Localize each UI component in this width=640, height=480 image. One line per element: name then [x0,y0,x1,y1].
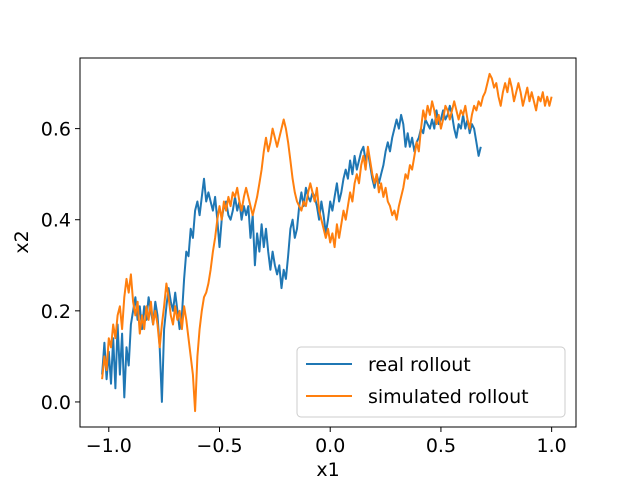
x-tick-label: 0.0 [315,435,345,457]
series-line-real-rollout [101,104,482,403]
y-tick-label: 0.0 [41,392,71,414]
y-tick-label: 0.6 [41,119,71,141]
series-lines [101,72,553,413]
x-tick-label: −0.5 [196,435,242,457]
x-axis-ticks: −1.0 −0.5 0.0 0.5 1.0 [86,427,567,457]
y-axis-label: x2 [11,230,33,253]
plot-frame [79,57,577,428]
x-tick-label: −1.0 [86,435,132,457]
y-tick-label: 0.4 [41,210,71,232]
x-tick-label: 1.0 [537,435,567,457]
y-axis-ticks: 0.0 0.2 0.4 0.6 [41,119,80,414]
legend-label-simulated-rollout: simulated rollout [368,386,529,408]
x-tick-label: 0.5 [426,435,456,457]
legend-label-real-rollout: real rollout [368,354,471,376]
x-axis-label: x1 [316,459,339,480]
series-line-simulated-rollout [101,72,553,413]
legend: real rollout simulated rollout [296,346,566,418]
y-tick-label: 0.2 [41,301,71,323]
legend-box [296,346,566,418]
